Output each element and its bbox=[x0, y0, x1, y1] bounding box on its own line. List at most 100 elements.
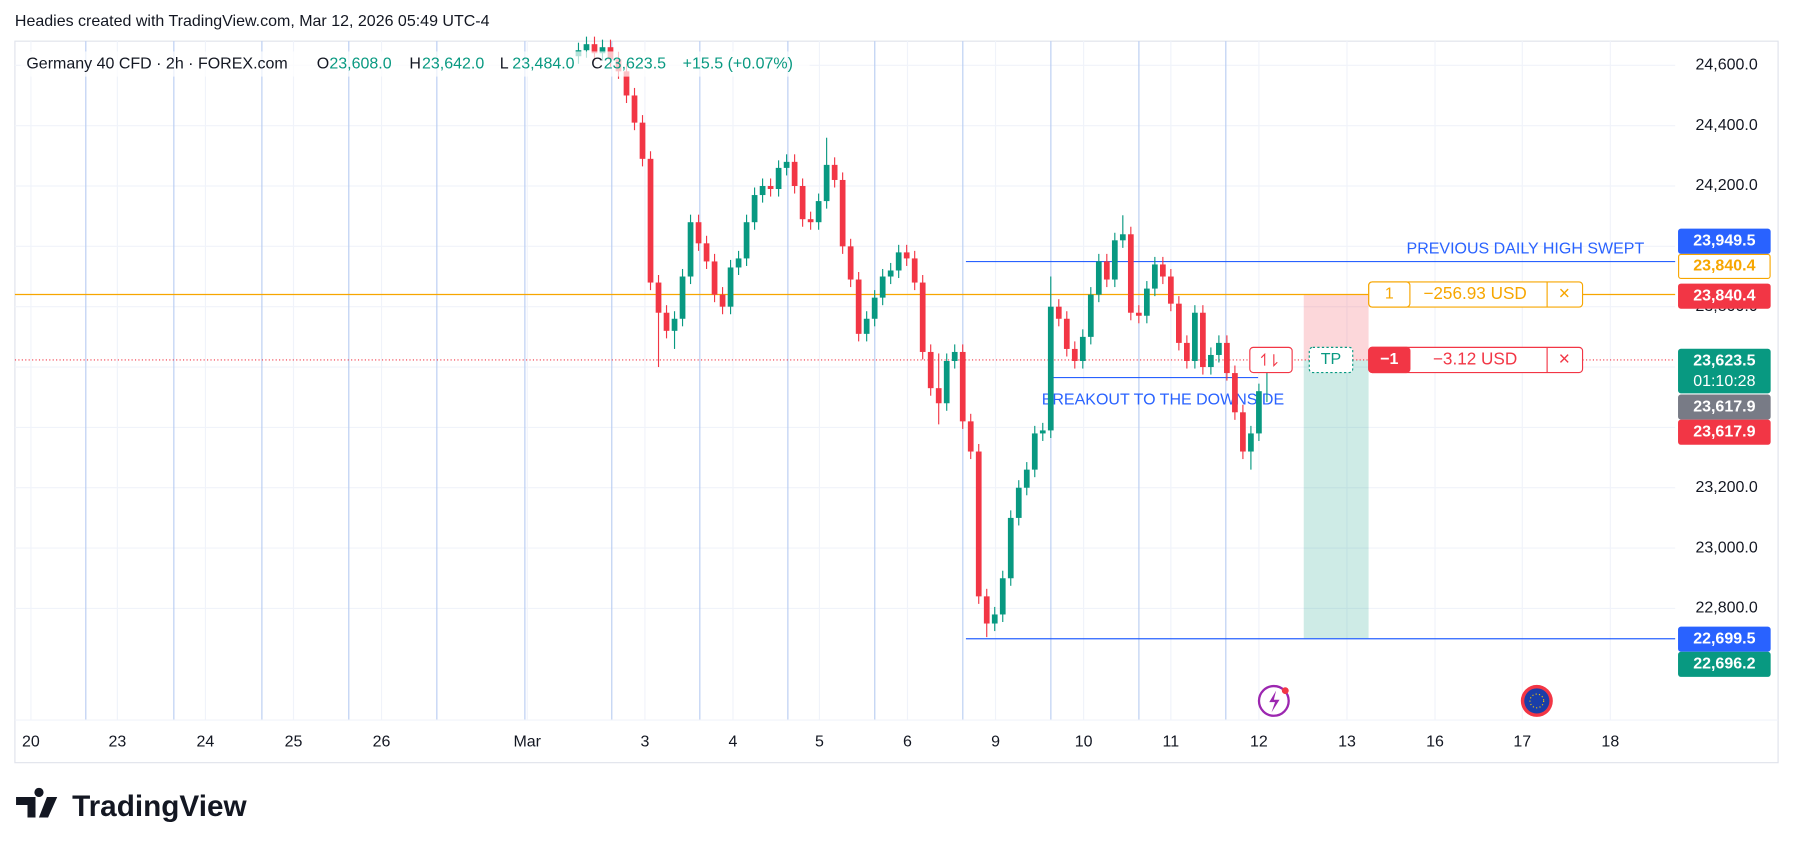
price-tag-label: 23,840.4 bbox=[1693, 287, 1755, 304]
x-tick-label: 6 bbox=[903, 733, 912, 750]
x-tick-label: 11 bbox=[1163, 733, 1180, 750]
candle-body bbox=[879, 276, 886, 298]
candle-body bbox=[1216, 342, 1222, 355]
x-tick-label: 20 bbox=[22, 733, 40, 750]
x-tick-label: Mar bbox=[513, 733, 541, 750]
candle-body bbox=[1095, 261, 1102, 295]
candle-body bbox=[727, 267, 734, 307]
candle-body bbox=[695, 222, 702, 244]
x-tick-label: 23 bbox=[108, 733, 126, 750]
candle-body bbox=[583, 44, 590, 51]
legend-value: 23,484.0 bbox=[512, 55, 574, 72]
x-tick-label: 25 bbox=[285, 733, 303, 750]
candle-body bbox=[927, 351, 934, 389]
order-qty-box bbox=[1368, 346, 1411, 374]
legend-bg bbox=[20, 51, 810, 77]
candle-body bbox=[751, 195, 758, 223]
candle-body bbox=[1184, 342, 1190, 362]
order-pnl: −256.93 USD bbox=[1423, 283, 1526, 303]
legend-key: C bbox=[591, 55, 603, 72]
candle-body bbox=[703, 243, 710, 262]
x-tick-label: 17 bbox=[1513, 733, 1531, 750]
candle-body bbox=[759, 185, 766, 196]
candle-body bbox=[735, 258, 742, 268]
candle-body bbox=[983, 596, 990, 624]
legend-key: H bbox=[409, 55, 421, 72]
candle-body bbox=[1256, 391, 1262, 434]
candle-body bbox=[639, 122, 646, 159]
order-close[interactable]: × bbox=[1559, 283, 1570, 305]
candle-body bbox=[711, 261, 718, 295]
candle-body bbox=[1135, 312, 1142, 316]
candle-body bbox=[991, 614, 998, 624]
chart-layer: 22,800.023,000.023,200.023,400.023,600.0… bbox=[14, 36, 1779, 750]
price-tag-countdown: 01:10:28 bbox=[1693, 373, 1755, 390]
candle-body bbox=[871, 297, 878, 319]
candle-body bbox=[1087, 294, 1094, 337]
candle-body bbox=[943, 361, 950, 404]
tp-badge bbox=[1308, 346, 1354, 374]
candle-body bbox=[1127, 234, 1134, 313]
candle-body bbox=[831, 164, 838, 180]
candle-body bbox=[919, 282, 926, 352]
x-tick-label: 10 bbox=[1075, 733, 1093, 750]
candle-body bbox=[599, 47, 606, 54]
candle-body bbox=[847, 246, 854, 280]
price-tag-label: 23,617.9 bbox=[1693, 398, 1755, 415]
candle-body bbox=[1015, 487, 1022, 518]
event-icon-stars bbox=[1529, 693, 1545, 709]
legend-change: +15.5 (+0.07%) bbox=[683, 55, 793, 72]
candle-body bbox=[951, 351, 958, 362]
y-tick-label: 24,600.0 bbox=[1695, 57, 1757, 74]
order-pnl: −3.12 USD bbox=[1433, 348, 1517, 368]
candle-body bbox=[1047, 306, 1054, 431]
order-qty: −1 bbox=[1380, 351, 1398, 368]
chart-title: Germany 40 CFD · 2h · FOREX.com bbox=[26, 55, 287, 72]
candle-body bbox=[967, 421, 974, 452]
y-tick-label: 23,000.0 bbox=[1695, 539, 1757, 556]
candle-body bbox=[743, 222, 750, 259]
candle-body bbox=[903, 252, 910, 259]
candle-body bbox=[1192, 312, 1198, 362]
candle-body bbox=[1039, 430, 1046, 434]
candle-body bbox=[799, 185, 806, 220]
candle-body bbox=[823, 164, 830, 202]
candle-body bbox=[687, 222, 694, 277]
y-tick-label: 24,200.0 bbox=[1695, 177, 1757, 194]
price-tag bbox=[1678, 419, 1771, 445]
candle-body bbox=[791, 161, 798, 186]
candle-body bbox=[655, 282, 662, 313]
price-tag-label: 23,617.9 bbox=[1693, 423, 1755, 440]
candle-body bbox=[1079, 336, 1086, 362]
candle-body bbox=[1103, 261, 1110, 280]
candle-body bbox=[663, 312, 670, 331]
candle-body bbox=[887, 270, 894, 277]
candle-body bbox=[1111, 240, 1118, 280]
price-tag-label: 22,699.5 bbox=[1693, 630, 1755, 647]
candle-body bbox=[935, 388, 942, 404]
y-tick-label: 23,200.0 bbox=[1695, 479, 1757, 496]
annotation: BREAKOUT TO THE DOWNSIDE bbox=[1042, 391, 1284, 408]
candle-body bbox=[775, 167, 782, 190]
x-tick-label: 3 bbox=[640, 733, 649, 750]
event-dot bbox=[1281, 687, 1289, 695]
candle-body bbox=[1007, 517, 1014, 579]
order-close[interactable]: × bbox=[1559, 348, 1570, 370]
tp-label: TP bbox=[1321, 351, 1341, 368]
candle-body bbox=[807, 219, 814, 223]
swap-icon bbox=[1260, 352, 1278, 368]
candle-body bbox=[1151, 264, 1158, 289]
candle-body bbox=[591, 44, 598, 54]
candle-body bbox=[679, 276, 686, 319]
candle-body bbox=[623, 71, 630, 96]
candle-body bbox=[855, 279, 862, 334]
candle-body bbox=[783, 161, 790, 168]
price-tag bbox=[1678, 253, 1771, 279]
price-tag-label: 22,696.2 bbox=[1693, 656, 1755, 673]
price-tag bbox=[1678, 283, 1771, 309]
logo-icon bbox=[16, 787, 58, 818]
order-qty: 1 bbox=[1385, 286, 1394, 303]
x-tick-label: 12 bbox=[1250, 733, 1268, 750]
candle-body bbox=[815, 201, 822, 223]
